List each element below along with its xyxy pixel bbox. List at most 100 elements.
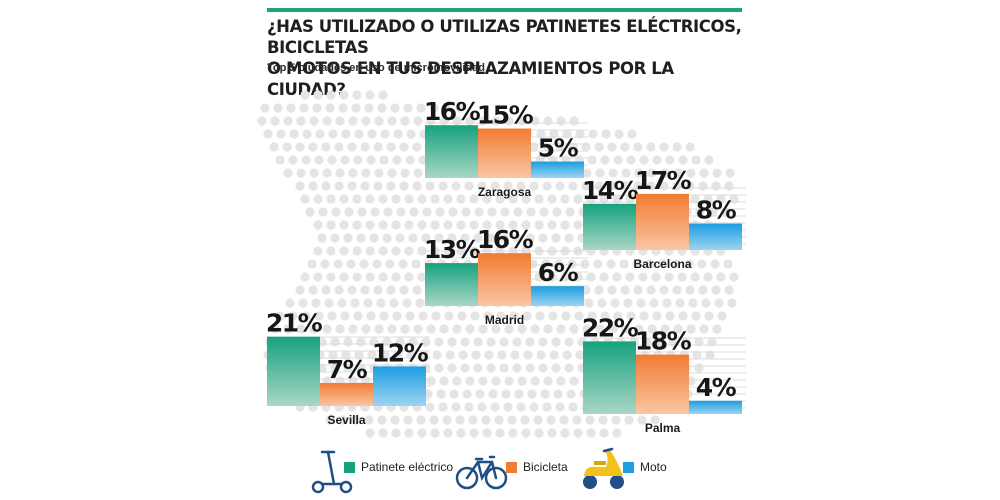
map-dot xyxy=(464,402,474,412)
map-dot xyxy=(464,181,474,191)
map-dot xyxy=(282,142,292,152)
map-dot xyxy=(462,389,472,399)
map-dot xyxy=(405,311,415,321)
map-dot xyxy=(452,324,462,334)
map-dot xyxy=(313,246,323,256)
value-label-sevilla-bicicleta: 7% xyxy=(327,355,368,384)
map-dot xyxy=(495,428,505,438)
map-dot xyxy=(443,428,453,438)
value-label-zaragosa-bicicleta: 15% xyxy=(477,101,534,130)
bar-sevilla-bicicleta xyxy=(320,382,373,406)
map-dot xyxy=(313,272,323,282)
map-dot xyxy=(334,285,344,295)
map-dot xyxy=(417,428,427,438)
map-dot xyxy=(412,181,422,191)
map-dot xyxy=(626,311,636,321)
map-dot xyxy=(697,259,707,269)
map-dot xyxy=(586,272,596,282)
map-dot xyxy=(309,116,319,126)
legend-label-moto: Moto xyxy=(640,460,667,474)
map-dot xyxy=(425,402,435,412)
map-dot xyxy=(386,142,396,152)
map-dot xyxy=(451,402,461,412)
map-dot xyxy=(305,207,315,217)
city-label-sevilla: Sevilla xyxy=(327,413,365,427)
map-dot xyxy=(347,181,357,191)
map-dot xyxy=(716,272,726,282)
bar-madrid-patinete xyxy=(425,263,478,306)
map-dot xyxy=(273,103,283,113)
map-dot xyxy=(512,363,522,373)
bar-zaragosa-bicicleta xyxy=(478,128,531,178)
map-dot xyxy=(357,207,367,217)
map-dot xyxy=(503,181,513,191)
map-dot xyxy=(681,337,691,347)
map-dot xyxy=(527,389,537,399)
map-dot xyxy=(391,428,401,438)
map-dot xyxy=(729,272,739,282)
map-dot xyxy=(725,168,735,178)
map-dot xyxy=(389,298,399,308)
map-dot xyxy=(283,324,293,334)
map-dot xyxy=(363,298,373,308)
map-dot xyxy=(339,90,349,100)
map-dot xyxy=(379,155,389,165)
map-dot xyxy=(392,155,402,165)
map-dot xyxy=(289,129,299,139)
map-dot xyxy=(374,324,384,334)
map-dot xyxy=(269,142,279,152)
map-dot xyxy=(396,207,406,217)
map-dot xyxy=(334,181,344,191)
map-dot xyxy=(567,259,577,269)
map-dot xyxy=(417,246,427,256)
map-dot xyxy=(704,155,714,165)
map-dot xyxy=(624,415,634,425)
map-dot xyxy=(335,324,345,334)
map-dot xyxy=(516,402,526,412)
map-dot xyxy=(691,155,701,165)
map-dot xyxy=(341,129,351,139)
map-dot xyxy=(331,207,341,217)
map-dot xyxy=(593,259,603,269)
map-dot xyxy=(366,311,376,321)
map-dot xyxy=(668,337,678,347)
map-dot xyxy=(339,246,349,256)
map-dot xyxy=(642,337,652,347)
map-dot xyxy=(377,415,387,425)
map-dot xyxy=(686,324,696,334)
map-dot xyxy=(487,207,497,217)
map-dot xyxy=(538,337,548,347)
map-dot xyxy=(350,298,360,308)
map-dot xyxy=(321,285,331,295)
map-dot xyxy=(562,350,572,360)
map-dot xyxy=(671,259,681,269)
map-dot xyxy=(402,298,412,308)
map-dot xyxy=(438,181,448,191)
map-dot xyxy=(521,194,531,204)
map-dot xyxy=(354,350,364,360)
map-dot xyxy=(580,259,590,269)
map-dot xyxy=(703,194,713,204)
map-dot xyxy=(413,116,423,126)
map-dot xyxy=(685,285,695,295)
map-dot xyxy=(694,363,704,373)
map-dot xyxy=(339,194,349,204)
map-dot xyxy=(533,415,543,425)
map-dot xyxy=(632,259,642,269)
map-dot xyxy=(328,350,338,360)
map-dot xyxy=(634,324,644,334)
map-dot xyxy=(339,272,349,282)
map-dot xyxy=(560,428,570,438)
map-dot xyxy=(399,181,409,191)
map-dot xyxy=(403,415,413,425)
map-dot xyxy=(456,194,466,204)
map-dot xyxy=(477,402,487,412)
map-dot xyxy=(337,298,347,308)
map-dot xyxy=(432,350,442,360)
map-dot xyxy=(341,350,351,360)
map-dot xyxy=(367,129,377,139)
map-dot xyxy=(478,376,488,386)
legend-item-bicicleta: Bicicleta xyxy=(506,460,568,474)
map-dot xyxy=(655,337,665,347)
map-dot xyxy=(521,428,531,438)
